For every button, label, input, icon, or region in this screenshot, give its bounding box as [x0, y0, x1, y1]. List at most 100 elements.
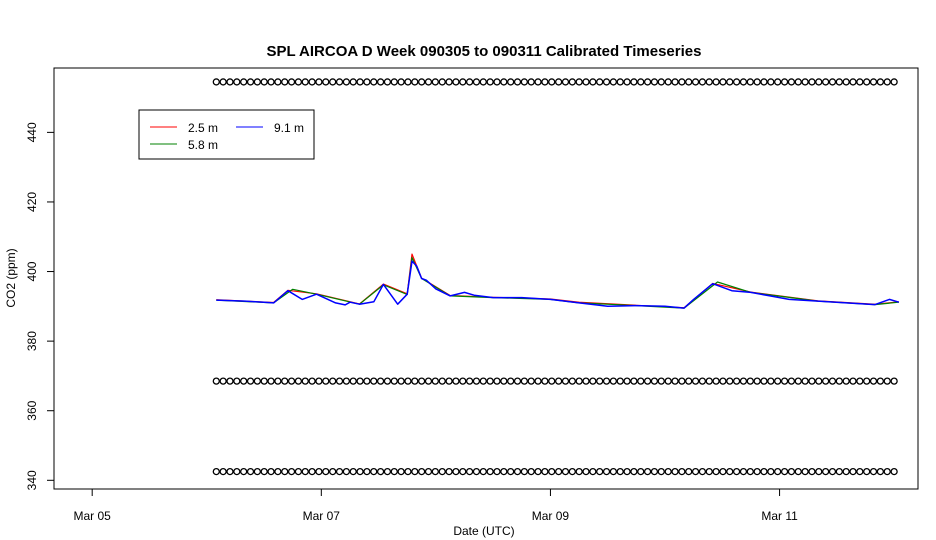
flag-marker [705, 377, 713, 385]
flag-marker [596, 467, 604, 476]
flag-marker [417, 78, 426, 86]
flag-marker [322, 78, 330, 86]
flag-marker [842, 467, 850, 476]
flag-marker [520, 78, 528, 86]
flag-marker [821, 78, 830, 86]
x-tick-label: Mar 11 [761, 509, 798, 523]
flag-marker [828, 467, 837, 476]
flag-marker [315, 377, 323, 385]
flag-marker [582, 467, 590, 476]
flag-marker [890, 467, 898, 476]
flag-marker [329, 78, 337, 86]
flag-marker [575, 377, 583, 385]
flag-marker [472, 78, 481, 86]
flag-marker [383, 78, 392, 86]
flag-marker [774, 78, 782, 86]
flag-marker [616, 377, 624, 385]
flag-marker [513, 467, 522, 476]
flag-marker [698, 78, 707, 86]
flag-marker [404, 467, 412, 476]
flag-marker [534, 467, 542, 476]
flag-marker [493, 78, 501, 86]
flag-marker [226, 78, 234, 86]
series-line-9-1-m [216, 260, 900, 309]
flag-marker [335, 377, 344, 385]
y-tick-label: 360 [25, 400, 39, 420]
flag-marker [732, 467, 741, 476]
flag-marker [869, 467, 878, 476]
flag-marker [643, 467, 652, 476]
flag-marker [746, 78, 754, 86]
flag-marker [575, 467, 583, 476]
flag-marker [760, 467, 768, 476]
flag-marker [329, 377, 337, 385]
flag-marker [643, 78, 652, 86]
flag-marker [459, 78, 467, 86]
flag-marker [329, 467, 337, 476]
flag-marker [500, 78, 508, 86]
flag-marker [602, 377, 611, 385]
x-axis: Mar 05 Mar 07 Mar 09 Mar 11 [74, 488, 798, 523]
flag-marker [582, 377, 590, 385]
flag-marker [808, 467, 816, 476]
flag-marker [520, 467, 528, 476]
flag-marker [212, 78, 220, 86]
flag-marker [459, 467, 467, 476]
flag-marker [883, 467, 891, 476]
flag-marker [500, 467, 508, 476]
flag-marker [452, 377, 460, 385]
flag-marker [746, 377, 754, 385]
flag-marker [212, 377, 220, 385]
flag-marker [664, 78, 672, 86]
flag-marker [712, 377, 720, 385]
flag-marker [267, 377, 275, 385]
flag-marker [294, 377, 303, 385]
flag-marker [260, 467, 268, 476]
flag-marker [233, 377, 241, 385]
flag-marker [479, 467, 487, 476]
flag-marker [479, 377, 487, 385]
flag-marker [657, 78, 665, 86]
flag-marker [575, 78, 583, 86]
flag-marker [883, 78, 891, 86]
flag-marker [787, 78, 796, 86]
flag-marker [342, 78, 351, 86]
flag-marker [281, 467, 289, 476]
flag-marker [609, 377, 618, 385]
flag-marker [794, 467, 802, 476]
flag-marker [431, 377, 439, 385]
y-tick-label: 340 [25, 470, 39, 490]
flag-marker [274, 78, 282, 86]
flag-marker [712, 467, 720, 476]
flag-marker [589, 377, 597, 385]
flag-marker [863, 467, 871, 476]
flag-marker [726, 78, 734, 86]
flag-marker [561, 78, 570, 86]
flag-marker [712, 78, 720, 86]
flag-marker [883, 377, 891, 385]
flag-marker [856, 377, 864, 385]
flag-marker [507, 78, 515, 86]
flag-marker [541, 377, 549, 385]
flag-marker [431, 78, 439, 86]
y-tick-label: 420 [25, 192, 39, 212]
flag-marker [767, 78, 775, 86]
flag-marker [637, 377, 645, 385]
flag-marker [719, 467, 727, 476]
flag-marker [835, 78, 843, 86]
flag-marker [842, 377, 850, 385]
flag-marker [226, 467, 234, 476]
flag-marker [370, 467, 378, 476]
flag-marker [767, 377, 775, 385]
flag-marker [424, 467, 433, 476]
flag-marker [774, 377, 782, 385]
flag-marker [383, 467, 392, 476]
flag-marker [308, 78, 316, 86]
flag-marker [760, 377, 768, 385]
flag-marker [815, 467, 823, 476]
flag-marker [582, 78, 590, 86]
flag-marker [726, 467, 734, 476]
flag-marker [650, 78, 659, 86]
flag-marker [739, 377, 748, 385]
